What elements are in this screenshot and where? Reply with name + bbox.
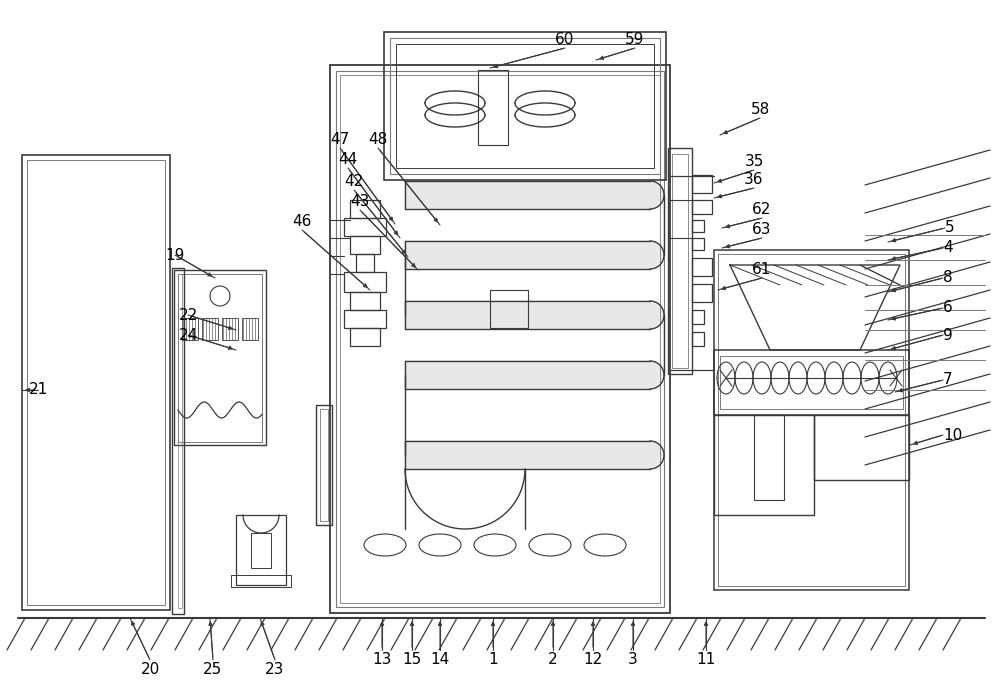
Bar: [236, 515, 286, 585]
Bar: [490, 290, 528, 328]
Bar: [222, 318, 238, 340]
Text: 46: 46: [292, 215, 312, 230]
Bar: [390, 38, 660, 174]
Bar: [344, 310, 386, 328]
Bar: [692, 258, 712, 276]
Text: 3: 3: [628, 653, 638, 668]
Bar: [22, 155, 170, 610]
Bar: [320, 409, 328, 521]
Text: 59: 59: [625, 33, 645, 47]
Bar: [814, 415, 909, 480]
Text: 44: 44: [338, 153, 358, 168]
Bar: [330, 65, 670, 613]
Bar: [384, 32, 666, 180]
Text: 10: 10: [943, 428, 962, 443]
Bar: [27, 160, 165, 605]
Bar: [202, 318, 218, 340]
Text: 19: 19: [165, 248, 185, 263]
Text: 61: 61: [752, 263, 772, 278]
Bar: [718, 254, 905, 586]
Bar: [178, 274, 262, 442]
Bar: [692, 332, 704, 346]
Bar: [668, 148, 692, 374]
Text: 42: 42: [344, 174, 364, 189]
Text: 62: 62: [752, 202, 772, 218]
Bar: [754, 415, 784, 500]
Text: 11: 11: [696, 653, 716, 668]
Bar: [172, 268, 184, 614]
Bar: [692, 238, 704, 250]
Bar: [396, 44, 654, 168]
Text: 48: 48: [368, 133, 388, 148]
Text: 63: 63: [752, 222, 772, 237]
Bar: [478, 70, 508, 145]
Bar: [672, 154, 688, 368]
Text: 24: 24: [178, 328, 198, 343]
Text: 36: 36: [744, 172, 764, 187]
Bar: [714, 250, 909, 590]
Text: 6: 6: [943, 300, 953, 315]
Bar: [350, 236, 380, 254]
Text: 7: 7: [943, 373, 953, 388]
Bar: [350, 200, 380, 218]
Bar: [316, 405, 332, 525]
Bar: [714, 350, 909, 415]
Bar: [251, 533, 271, 568]
Bar: [344, 272, 386, 292]
Text: 35: 35: [744, 155, 764, 170]
Bar: [350, 328, 380, 346]
Polygon shape: [405, 301, 664, 329]
Polygon shape: [405, 441, 664, 469]
Text: 21: 21: [28, 382, 48, 397]
Polygon shape: [405, 241, 664, 269]
Bar: [340, 75, 660, 603]
Text: 58: 58: [750, 103, 770, 118]
Bar: [692, 220, 704, 232]
Text: 22: 22: [178, 308, 198, 322]
Bar: [350, 292, 380, 310]
Polygon shape: [405, 361, 664, 389]
Bar: [356, 254, 374, 272]
Text: 43: 43: [350, 194, 370, 209]
Bar: [336, 71, 664, 607]
Text: 14: 14: [430, 653, 450, 668]
Text: 8: 8: [943, 270, 953, 285]
Text: 20: 20: [140, 663, 160, 677]
Text: 12: 12: [583, 653, 603, 668]
Text: 5: 5: [945, 220, 955, 235]
Bar: [692, 310, 704, 324]
Bar: [178, 274, 182, 608]
Text: 25: 25: [203, 663, 223, 677]
Bar: [692, 200, 712, 214]
Bar: [242, 318, 258, 340]
Text: 1: 1: [488, 653, 498, 668]
Text: 47: 47: [330, 133, 350, 148]
Text: 9: 9: [943, 328, 953, 343]
Text: 23: 23: [265, 663, 285, 677]
Bar: [344, 218, 386, 236]
Polygon shape: [405, 181, 664, 209]
Text: 13: 13: [372, 653, 392, 668]
Text: 2: 2: [548, 653, 558, 668]
Bar: [714, 415, 814, 515]
Bar: [692, 175, 712, 193]
Bar: [174, 270, 266, 445]
Bar: [692, 284, 712, 302]
Bar: [720, 356, 903, 409]
Bar: [182, 318, 198, 340]
Text: 15: 15: [402, 653, 422, 668]
Text: 60: 60: [555, 33, 575, 47]
Text: 4: 4: [943, 241, 953, 256]
Bar: [231, 575, 291, 587]
